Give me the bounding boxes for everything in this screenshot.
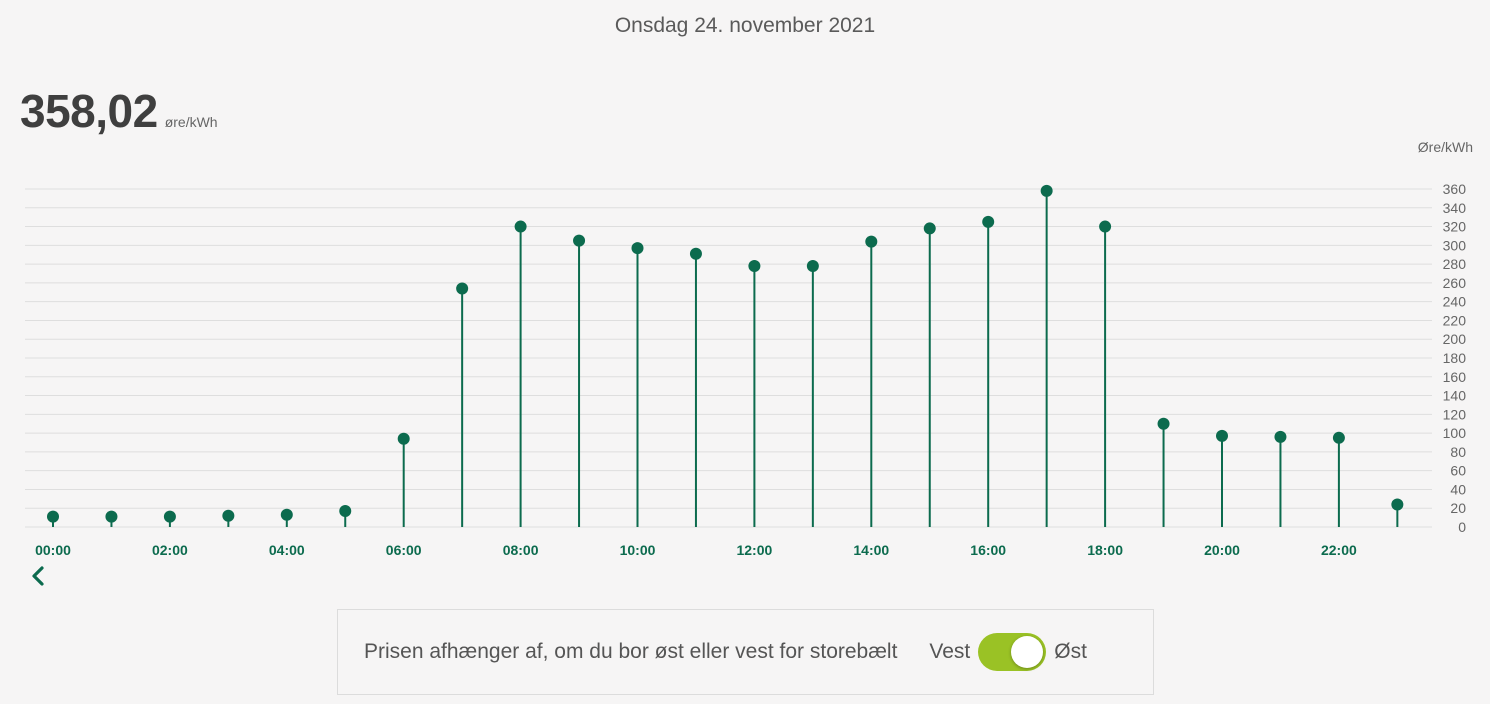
- current-price-value: 358,02: [20, 85, 158, 137]
- y-tick-label: 220: [1443, 312, 1467, 328]
- previous-day-button[interactable]: [26, 562, 50, 590]
- y-tick-label: 40: [1450, 481, 1466, 497]
- price-point: [514, 220, 527, 233]
- x-tick-label: 20:00: [1204, 542, 1240, 558]
- price-point: [631, 242, 644, 255]
- y-tick-label: 120: [1443, 406, 1467, 422]
- x-tick-label: 18:00: [1087, 542, 1123, 558]
- price-point: [1332, 431, 1345, 444]
- region-switch: Vest Øst: [929, 633, 1087, 671]
- region-label-vest: Vest: [929, 640, 971, 663]
- y-tick-label: 280: [1443, 256, 1467, 272]
- y-tick-label: 160: [1443, 369, 1467, 385]
- x-tick-label: 06:00: [386, 542, 422, 558]
- price-point: [105, 510, 118, 523]
- price-point: [982, 215, 995, 228]
- region-info-text: Prisen afhænger af, om du bor øst eller …: [364, 640, 898, 663]
- price-point: [1391, 498, 1404, 511]
- y-tick-label: 360: [1443, 181, 1467, 197]
- y-tick-label: 20: [1450, 500, 1466, 516]
- y-axis-unit-label: Øre/kWh: [1417, 139, 1473, 155]
- x-tick-label: 00:00: [35, 542, 71, 558]
- y-tick-label: 140: [1443, 388, 1467, 404]
- price-point: [748, 259, 761, 272]
- price-chart: 0 20 40 60 80 100 120 140 160 180 200 220 240 260 280 3…: [25, 181, 1467, 558]
- x-tick-label: 02:00: [152, 542, 188, 558]
- price-point: [222, 509, 235, 522]
- price-point: [865, 235, 878, 248]
- y-tick-label: 320: [1443, 219, 1467, 235]
- price-point: [1216, 429, 1228, 442]
- region-info-box: Prisen afhænger af, om du bor øst eller …: [337, 609, 1154, 695]
- price-point: [689, 247, 702, 260]
- page-title: Onsdag 24. november 2021: [614, 14, 876, 37]
- price-point: [47, 510, 59, 523]
- y-tick-label: 100: [1443, 425, 1467, 441]
- toggle-knob: [1011, 636, 1044, 668]
- price-point: [1157, 417, 1170, 430]
- y-tick-label: 80: [1450, 444, 1466, 460]
- price-point: [163, 510, 176, 523]
- x-tick-label: 08:00: [503, 542, 539, 558]
- price-point: [1274, 430, 1287, 443]
- y-tick-label: 300: [1443, 237, 1467, 253]
- y-tick-label: 0: [1458, 519, 1466, 535]
- price-point: [456, 282, 469, 295]
- x-tick-label: 04:00: [269, 542, 305, 558]
- y-tick-label: 340: [1443, 200, 1467, 216]
- y-tick-label: 60: [1450, 463, 1466, 479]
- price-point: [1099, 220, 1112, 233]
- current-price: 358,02 øre/kWh: [20, 84, 218, 138]
- chevron-left-icon: [32, 566, 44, 586]
- y-tick-label: 200: [1443, 331, 1467, 347]
- y-tick-label: 240: [1443, 294, 1467, 310]
- x-tick-label: 12:00: [736, 542, 772, 558]
- x-tick-label: 16:00: [970, 542, 1006, 558]
- current-price-unit: øre/kWh: [164, 114, 218, 130]
- price-point: [280, 508, 293, 521]
- price-point: [806, 259, 819, 272]
- price-point: [923, 222, 936, 235]
- price-point: [339, 505, 352, 518]
- x-tick-label: 22:00: [1321, 542, 1357, 558]
- price-point: [573, 234, 586, 247]
- region-label-ost: Øst: [1054, 640, 1087, 663]
- price-point: [1040, 184, 1053, 197]
- y-tick-label: 260: [1443, 275, 1467, 291]
- y-tick-label: 180: [1443, 350, 1467, 366]
- region-toggle[interactable]: [978, 633, 1047, 671]
- x-tick-label: 10:00: [620, 542, 656, 558]
- x-tick-label: 14:00: [853, 542, 889, 558]
- price-point: [397, 432, 410, 445]
